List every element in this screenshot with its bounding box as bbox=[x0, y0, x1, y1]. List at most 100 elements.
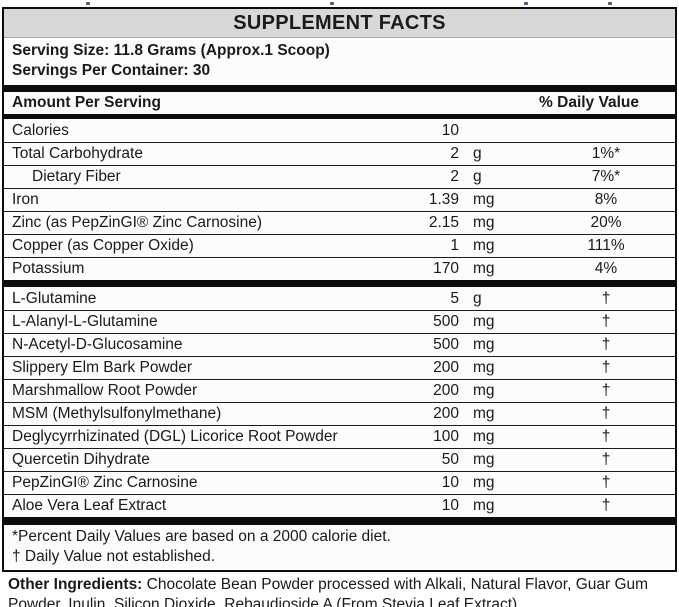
table-row: MSM (Methylsulfonylmethane) 200 mg † bbox=[4, 402, 675, 425]
daily-value: 7%* bbox=[591, 168, 621, 185]
amount-value: 10 bbox=[441, 474, 459, 491]
table-row: L-Glutamine 5 g † bbox=[4, 287, 675, 310]
unit-label: g bbox=[473, 145, 482, 162]
table-row: Copper (as Copper Oxide) 1 mg 111% bbox=[4, 234, 675, 257]
amount-value: 10 bbox=[441, 121, 459, 139]
table-row: Iron 1.39 mg 8% bbox=[4, 188, 675, 211]
page-title: SUPPLEMENT FACTS bbox=[233, 12, 446, 34]
footnote-percent-dv: *Percent Daily Values are based on a 200… bbox=[12, 528, 391, 545]
cropped-text-remnant bbox=[0, 0, 679, 7]
daily-value: 1%* bbox=[591, 145, 621, 162]
nutrients-table: Calories 10 Total Carbohydrate 2 g 1%* Dietary… bbox=[4, 119, 675, 280]
ingredient-name: Slippery Elm Bark Powder bbox=[12, 359, 193, 376]
unit-label: g bbox=[473, 168, 482, 185]
table-row: Quercetin Dihydrate 50 mg † bbox=[4, 448, 675, 471]
ingredient-name: N-Acetyl-D-Glucosamine bbox=[12, 336, 183, 353]
label-border-box: SUPPLEMENT FACTS Serving Size: 11.8 Gram… bbox=[2, 7, 677, 572]
amount-value: 10 bbox=[441, 497, 459, 514]
daily-value: 8% bbox=[594, 191, 618, 208]
table-row: L-Alanyl-L-Glutamine 500 mg † bbox=[4, 310, 675, 333]
amount-value: 500 bbox=[433, 313, 459, 330]
unit-label: mg bbox=[473, 474, 495, 491]
unit-label: mg bbox=[473, 214, 495, 231]
section-divider-bar bbox=[4, 280, 675, 287]
unit-label: mg bbox=[473, 382, 495, 399]
ingredient-name: Aloe Vera Leaf Extract bbox=[12, 497, 167, 514]
amount-value: 500 bbox=[433, 336, 459, 353]
ingredient-name: PepZinGI® Zinc Carnosine bbox=[12, 474, 198, 491]
daily-value: † bbox=[601, 289, 611, 307]
amount-value: 100 bbox=[433, 428, 459, 445]
table-row: Potassium 170 mg 4% bbox=[4, 257, 675, 280]
ingredient-name: Total Carbohydrate bbox=[12, 145, 143, 162]
unit-label: mg bbox=[473, 336, 495, 353]
table-row: Total Carbohydrate 2 g 1%* bbox=[4, 142, 675, 165]
ingredient-name: Deglycyrrhizinated (DGL) Licorice Root P… bbox=[12, 428, 338, 445]
daily-value: † bbox=[601, 405, 611, 422]
other-ingredients-label: Other Ingredients: bbox=[8, 576, 143, 593]
amount-value: 50 bbox=[441, 451, 459, 468]
table-row: Calories 10 bbox=[4, 119, 675, 142]
amount-value: 200 bbox=[433, 359, 459, 376]
table-header-row: Amount Per Serving % Daily Value bbox=[4, 92, 675, 114]
ingredient-name: Zinc (as PepZinGI® Zinc Carnosine) bbox=[12, 214, 263, 231]
daily-value: † bbox=[601, 474, 611, 491]
table-row: Zinc (as PepZinGI® Zinc Carnosine) 2.15 mg… bbox=[4, 211, 675, 234]
daily-value: † bbox=[601, 336, 611, 353]
table-row: Deglycyrrhizinated (DGL) Licorice Root P… bbox=[4, 425, 675, 448]
table-row: Marshmallow Root Powder 200 mg † bbox=[4, 379, 675, 402]
ingredient-name: L-Alanyl-L-Glutamine bbox=[12, 313, 158, 330]
table-row: Aloe Vera Leaf Extract 10 mg † bbox=[4, 494, 675, 517]
serving-info: Serving Size: 11.8 Grams (Approx.1 Scoop… bbox=[4, 38, 675, 85]
daily-value: 111% bbox=[587, 237, 625, 254]
amount-value: 2 bbox=[450, 168, 459, 185]
amount-value: 2 bbox=[450, 145, 459, 162]
table-row: Dietary Fiber 2 g 7%* bbox=[4, 165, 675, 188]
daily-value: 20% bbox=[590, 214, 622, 231]
amount-value: 170 bbox=[433, 260, 459, 277]
amount-value: 200 bbox=[433, 405, 459, 422]
title-banner: SUPPLEMENT FACTS bbox=[4, 9, 675, 38]
unit-label: g bbox=[473, 289, 482, 307]
unit-label: mg bbox=[473, 451, 495, 468]
daily-value: † bbox=[601, 497, 611, 514]
table-row: Slippery Elm Bark Powder 200 mg † bbox=[4, 356, 675, 379]
unit-label: mg bbox=[473, 497, 495, 514]
amount-value: 1.39 bbox=[428, 191, 459, 208]
serving-size-line: Serving Size: 11.8 Grams (Approx.1 Scoop… bbox=[12, 42, 330, 59]
ingredients-table: L-Glutamine 5 g † L-Alanyl-L-Glutamine 500 mg †… bbox=[4, 287, 675, 517]
daily-value: † bbox=[601, 382, 611, 399]
section-divider-bar bbox=[4, 114, 675, 119]
ingredient-name: Iron bbox=[12, 191, 39, 208]
table-row: N-Acetyl-D-Glucosamine 500 mg † bbox=[4, 333, 675, 356]
footnotes: *Percent Daily Values are based on a 200… bbox=[4, 525, 675, 570]
daily-value: † bbox=[601, 359, 611, 376]
amount-value: 2.15 bbox=[428, 214, 459, 231]
unit-label: mg bbox=[473, 191, 495, 208]
daily-value: † bbox=[601, 428, 611, 445]
amount-value: 5 bbox=[450, 289, 459, 307]
footnote-dagger: † Daily Value not established. bbox=[12, 548, 216, 565]
daily-value: † bbox=[601, 451, 611, 468]
ingredient-name: Potassium bbox=[12, 260, 85, 277]
ingredient-name: Copper (as Copper Oxide) bbox=[12, 237, 194, 254]
other-ingredients: Other Ingredients: Chocolate Bean Powder… bbox=[2, 572, 677, 607]
ingredient-name: Calories bbox=[12, 121, 69, 139]
amount-per-serving-header: Amount Per Serving bbox=[12, 94, 161, 111]
ingredient-name: L-Glutamine bbox=[12, 289, 97, 307]
table-row: PepZinGI® Zinc Carnosine 10 mg † bbox=[4, 471, 675, 494]
unit-label: mg bbox=[473, 428, 495, 445]
daily-value: † bbox=[601, 313, 611, 330]
unit-label: mg bbox=[473, 405, 495, 422]
unit-label: mg bbox=[473, 260, 495, 277]
amount-value: 200 bbox=[433, 382, 459, 399]
daily-value: 4% bbox=[594, 260, 618, 277]
ingredient-name: Quercetin Dihydrate bbox=[12, 451, 150, 468]
ingredient-name: MSM (Methylsulfonylmethane) bbox=[12, 405, 222, 422]
unit-label: mg bbox=[473, 359, 495, 376]
unit-label: mg bbox=[473, 237, 495, 254]
unit-label: mg bbox=[473, 313, 495, 330]
section-divider-bar bbox=[4, 517, 675, 525]
section-divider-bar bbox=[4, 85, 675, 92]
